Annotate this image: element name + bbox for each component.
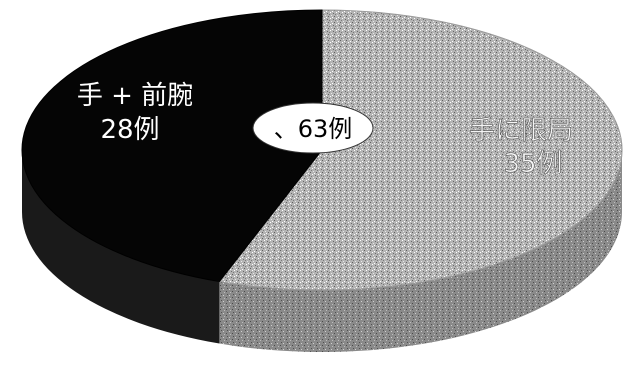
slice-label-hand-localized: 手に限局	[469, 116, 573, 146]
total-bubble: 、63例	[252, 102, 374, 154]
total-bubble-shape	[252, 102, 374, 154]
pie-slice-1	[21, 9, 323, 283]
slice-value-hand-forearm: 28例	[100, 115, 159, 145]
pie-slice-0	[218, 9, 623, 291]
pie-side-1	[22, 150, 220, 344]
total-count-label: 、63例	[274, 115, 353, 143]
pie-side-0	[219, 150, 622, 352]
slice-label-hand-forearm: 手 + 前腕	[77, 81, 193, 111]
slice-value-hand-localized: 35例	[503, 149, 562, 179]
pie-tops	[21, 9, 623, 291]
pie-sides	[22, 150, 622, 352]
slice-label-group-0: 手に限局 35例	[469, 116, 574, 180]
slice-label-group-1: 手 + 前腕 28例	[77, 81, 193, 145]
